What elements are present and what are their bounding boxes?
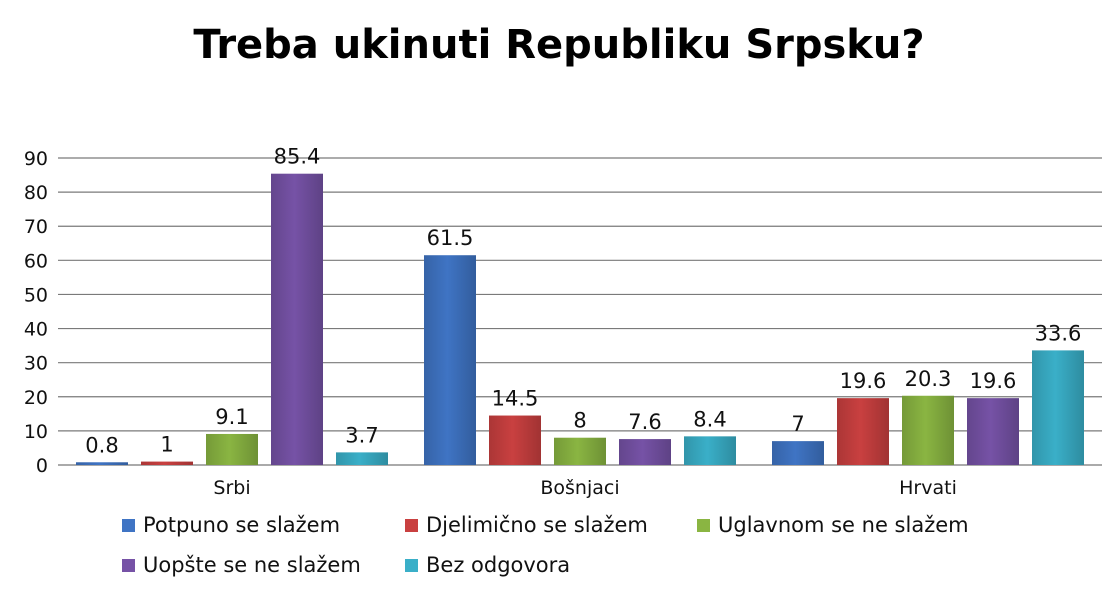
y-tick-label: 40 [24, 319, 48, 341]
bar [554, 437, 606, 465]
legend-swatch [405, 559, 418, 572]
data-label: 9.1 [215, 405, 248, 429]
data-label: 61.5 [427, 226, 474, 250]
category-label: Srbi [213, 477, 250, 499]
data-label: 19.6 [970, 369, 1017, 393]
data-label: 0.8 [85, 433, 118, 457]
bar [1032, 350, 1084, 465]
bar [684, 436, 736, 465]
y-axis: 0 10 20 30 40 50 60 70 80 90 [24, 148, 48, 477]
category-label: Hrvati [899, 477, 957, 499]
bar [424, 255, 476, 465]
y-tick-label: 50 [24, 284, 48, 306]
y-tick-label: 70 [24, 216, 48, 238]
y-tick-label: 60 [24, 250, 48, 272]
legend: Potpuno se slažem Djelimično se slažem Ugl… [122, 513, 969, 577]
legend-label: Bez odgovora [426, 553, 570, 577]
bar [489, 415, 541, 465]
bar [772, 441, 824, 465]
legend-swatch [122, 519, 135, 532]
data-label: 19.6 [840, 369, 887, 393]
category-label: Bošnjaci [540, 477, 619, 499]
legend-label: Potpuno se slažem [143, 513, 340, 537]
legend-label: Uglavnom se ne slažem [718, 513, 969, 537]
data-label: 14.5 [492, 387, 539, 411]
bar [206, 433, 258, 465]
bar [336, 452, 388, 465]
data-label: 33.6 [1035, 321, 1082, 345]
legend-label: Djelimično se slažem [426, 513, 648, 537]
legend-label: Uopšte se ne slažem [143, 553, 361, 577]
bar [76, 462, 128, 465]
data-label: 85.4 [274, 145, 321, 169]
bar [967, 398, 1019, 465]
bar [271, 173, 323, 466]
data-label: 8.4 [693, 407, 726, 431]
legend-swatch [405, 519, 418, 532]
data-label: 8 [573, 409, 586, 433]
legend-swatch [122, 559, 135, 572]
data-label: 7 [791, 412, 804, 436]
bar [902, 395, 954, 465]
data-labels: 0.8 1 9.1 85.4 3.7 61.5 14.5 8 7.6 8.4 7 19.6 20.3 19… [85, 145, 1081, 458]
y-tick-label: 20 [24, 387, 48, 409]
data-label: 7.6 [628, 410, 661, 434]
legend-swatch [697, 519, 710, 532]
x-axis: Srbi Bošnjaci Hrvati [213, 477, 956, 499]
data-label: 1 [160, 433, 173, 457]
y-tick-label: 80 [24, 182, 48, 204]
y-tick-label: 0 [36, 455, 48, 477]
bar [837, 398, 889, 465]
gridlines [58, 157, 1102, 466]
chart-title: Treba ukinuti Republiku Srpsku? [193, 22, 925, 68]
y-tick-label: 90 [24, 148, 48, 170]
y-tick-label: 30 [24, 353, 48, 375]
data-label: 20.3 [905, 367, 952, 391]
bar [619, 439, 671, 465]
bar [141, 461, 193, 465]
bars [76, 173, 1084, 466]
data-label: 3.7 [345, 423, 378, 447]
y-tick-label: 10 [24, 421, 48, 443]
